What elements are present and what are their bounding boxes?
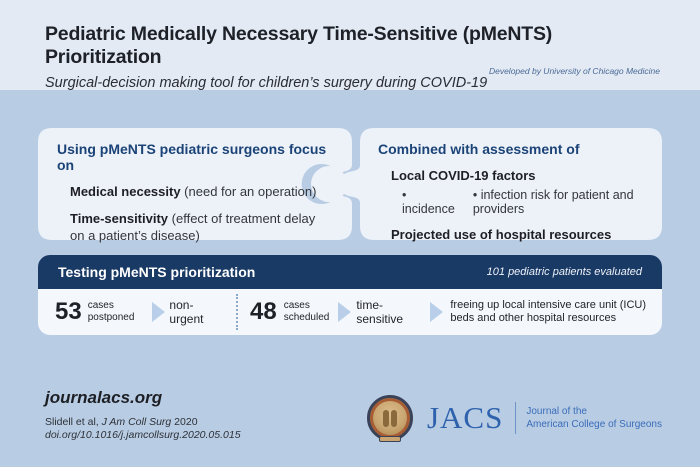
journal-name-line2: American College of Surgeons	[526, 419, 662, 430]
citation-year: 2020	[171, 415, 198, 428]
scheduled-label: cases scheduled	[283, 300, 330, 323]
citation-authors: Slidell et al,	[45, 415, 102, 428]
scheduled-count: 48	[250, 298, 277, 325]
testing-stats-row: 53 cases postponed non-urgent 48 cases sch…	[38, 289, 662, 335]
testing-title: Testing pMeNTS prioritization	[58, 264, 256, 280]
stats-divider	[236, 294, 239, 330]
logo-divider	[515, 402, 517, 434]
arrow-right-icon	[152, 302, 166, 322]
journal-full-name: Journal of the American College of Surge…	[526, 405, 662, 432]
assessment-item-covid-factors: Local COVID-19 factors	[391, 168, 656, 184]
assessment-item-hospital-resources: Projected use of hospital resources	[391, 227, 656, 243]
focus-card-title: Using pMeNTS pediatric surgeons focus on	[57, 141, 327, 173]
postponed-outcome: non-urgent	[169, 298, 204, 326]
journal-name-line1: Journal of the	[526, 405, 587, 417]
header: Pediatric Medically Necessary Time-Sensi…	[0, 0, 700, 91]
patients-evaluated-note: 101 pediatric patients evaluated	[486, 266, 642, 278]
assessment-term: Projected use of hospital resources	[391, 227, 612, 243]
focus-item-medical-necessity: Medical necessity (need for an operation…	[70, 184, 337, 200]
journal-website: journalacs.org	[45, 387, 163, 407]
citation-doi: doi.org/10.1016/j.jamcollsurg.2020.05.01…	[45, 429, 241, 442]
covid-factor-bullets: incidence infection risk for patient and…	[402, 188, 656, 216]
assessment-term: Local COVID-19 factors	[391, 168, 536, 183]
scheduled-outcome: time-sensitive	[356, 298, 404, 326]
main-panel: Using pMeNTS pediatric surgeons focus on…	[0, 90, 700, 467]
focus-detail: (need for an operation)	[180, 184, 317, 199]
focus-item-time-sensitivity: Time-sensitivity (effect of treatment de…	[70, 211, 322, 244]
page-title: Pediatric Medically Necessary Time-Sensi…	[45, 23, 553, 68]
testing-panel: Testing pMeNTS prioritization 101 pediat…	[38, 255, 662, 335]
postponed-label: cases postponed	[87, 300, 135, 323]
focus-detail: (effect of treatment delay on a patient’…	[70, 211, 316, 243]
left-puzzle-piece-shape	[38, 128, 352, 240]
footer-citation-block: journalacs.org Slidell et al, J Am Coll …	[45, 388, 241, 443]
page-subtitle: Surgical-decision making tool for childr…	[45, 75, 488, 91]
focus-term: Medical necessity	[70, 184, 181, 199]
bullet-infection-risk: infection risk for patient and providers	[473, 188, 656, 216]
jacs-acronym: JACS	[426, 400, 504, 435]
arrow-right-icon	[338, 302, 352, 322]
arrow-right-icon	[430, 302, 444, 322]
scheduled-result: freeing up local intensive care unit (IC…	[450, 298, 647, 324]
citation: Slidell et al, J Am Coll Surg 2020 doi.o…	[45, 416, 241, 443]
seal-banner	[378, 436, 401, 442]
bullet-incidence: incidence	[402, 188, 455, 216]
focus-card: Using pMeNTS pediatric surgeons focus on…	[57, 141, 337, 244]
puzzle-cards: Using pMeNTS pediatric surgeons focus on…	[38, 128, 662, 243]
citation-journal: J Am Coll Surg	[101, 415, 172, 428]
acs-seal-icon	[366, 395, 413, 442]
postponed-count: 53	[55, 298, 82, 325]
testing-header-bar: Testing pMeNTS prioritization 101 pediat…	[38, 255, 662, 289]
journal-logo-block: JACS Journal of the American College of …	[366, 395, 662, 442]
assessment-card-title: Combined with assessment of	[378, 141, 580, 157]
focus-term: Time-sensitivity	[70, 211, 169, 227]
developed-by-credit: Developed by University of Chicago Medic…	[488, 66, 660, 76]
assessment-card: Combined with assessment of Local COVID-…	[378, 141, 656, 244]
